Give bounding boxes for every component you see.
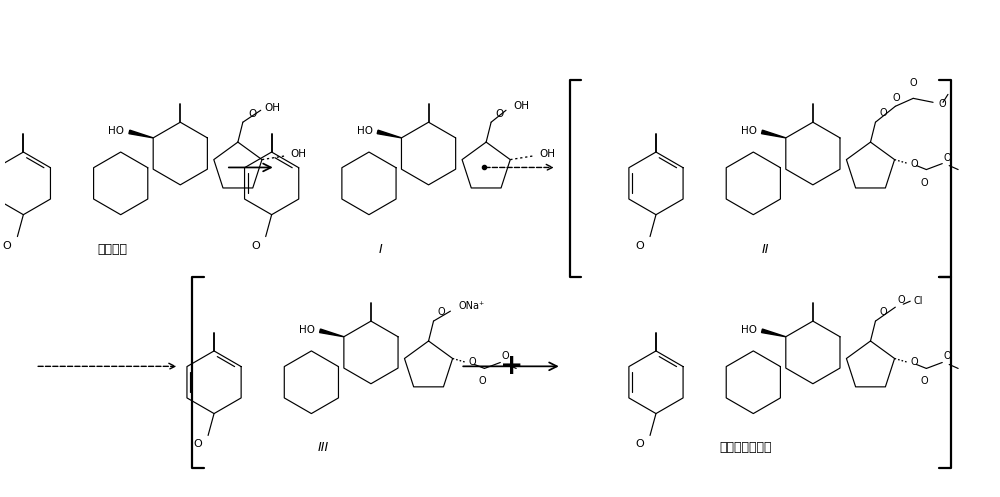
Text: II: II: [761, 243, 769, 255]
Text: ONa⁺: ONa⁺: [458, 301, 485, 311]
Text: O: O: [495, 109, 503, 119]
Text: O: O: [880, 108, 887, 118]
Text: HO: HO: [299, 325, 315, 335]
Text: O: O: [635, 241, 644, 250]
Text: O: O: [479, 376, 486, 386]
Text: O: O: [251, 241, 260, 250]
Text: +: +: [500, 352, 524, 380]
Text: OH: OH: [513, 101, 529, 111]
Text: 依碳酸氯替泼诺: 依碳酸氯替泼诺: [719, 441, 772, 454]
Text: O: O: [635, 439, 644, 449]
Text: HO: HO: [108, 126, 124, 136]
Polygon shape: [377, 130, 401, 138]
Text: O: O: [893, 93, 900, 103]
Text: I: I: [379, 243, 383, 255]
Text: O: O: [438, 307, 445, 317]
Text: O: O: [3, 241, 11, 250]
Text: 泼尼松龙: 泼尼松龙: [98, 243, 128, 255]
Text: O: O: [943, 153, 951, 163]
Text: HO: HO: [357, 126, 373, 136]
Text: O: O: [910, 159, 918, 168]
Text: OH: OH: [291, 149, 307, 159]
Polygon shape: [129, 130, 153, 138]
Text: O: O: [921, 177, 928, 187]
Polygon shape: [762, 329, 786, 337]
Text: O: O: [938, 99, 946, 109]
Text: III: III: [318, 441, 329, 454]
Text: HO: HO: [741, 126, 757, 136]
Polygon shape: [320, 329, 344, 337]
Text: HO: HO: [741, 325, 757, 335]
Text: OH: OH: [539, 149, 555, 159]
Text: OH: OH: [265, 103, 281, 113]
Polygon shape: [762, 130, 786, 138]
Text: O: O: [943, 351, 951, 361]
Text: Cl: Cl: [913, 296, 923, 306]
Text: O: O: [469, 357, 476, 367]
Text: O: O: [249, 109, 257, 119]
Text: O: O: [501, 351, 509, 361]
Text: O: O: [880, 307, 887, 317]
Text: O: O: [193, 439, 202, 449]
Text: O: O: [921, 376, 928, 386]
Text: O: O: [910, 357, 918, 367]
Text: O: O: [909, 79, 917, 88]
Text: O: O: [897, 295, 905, 305]
